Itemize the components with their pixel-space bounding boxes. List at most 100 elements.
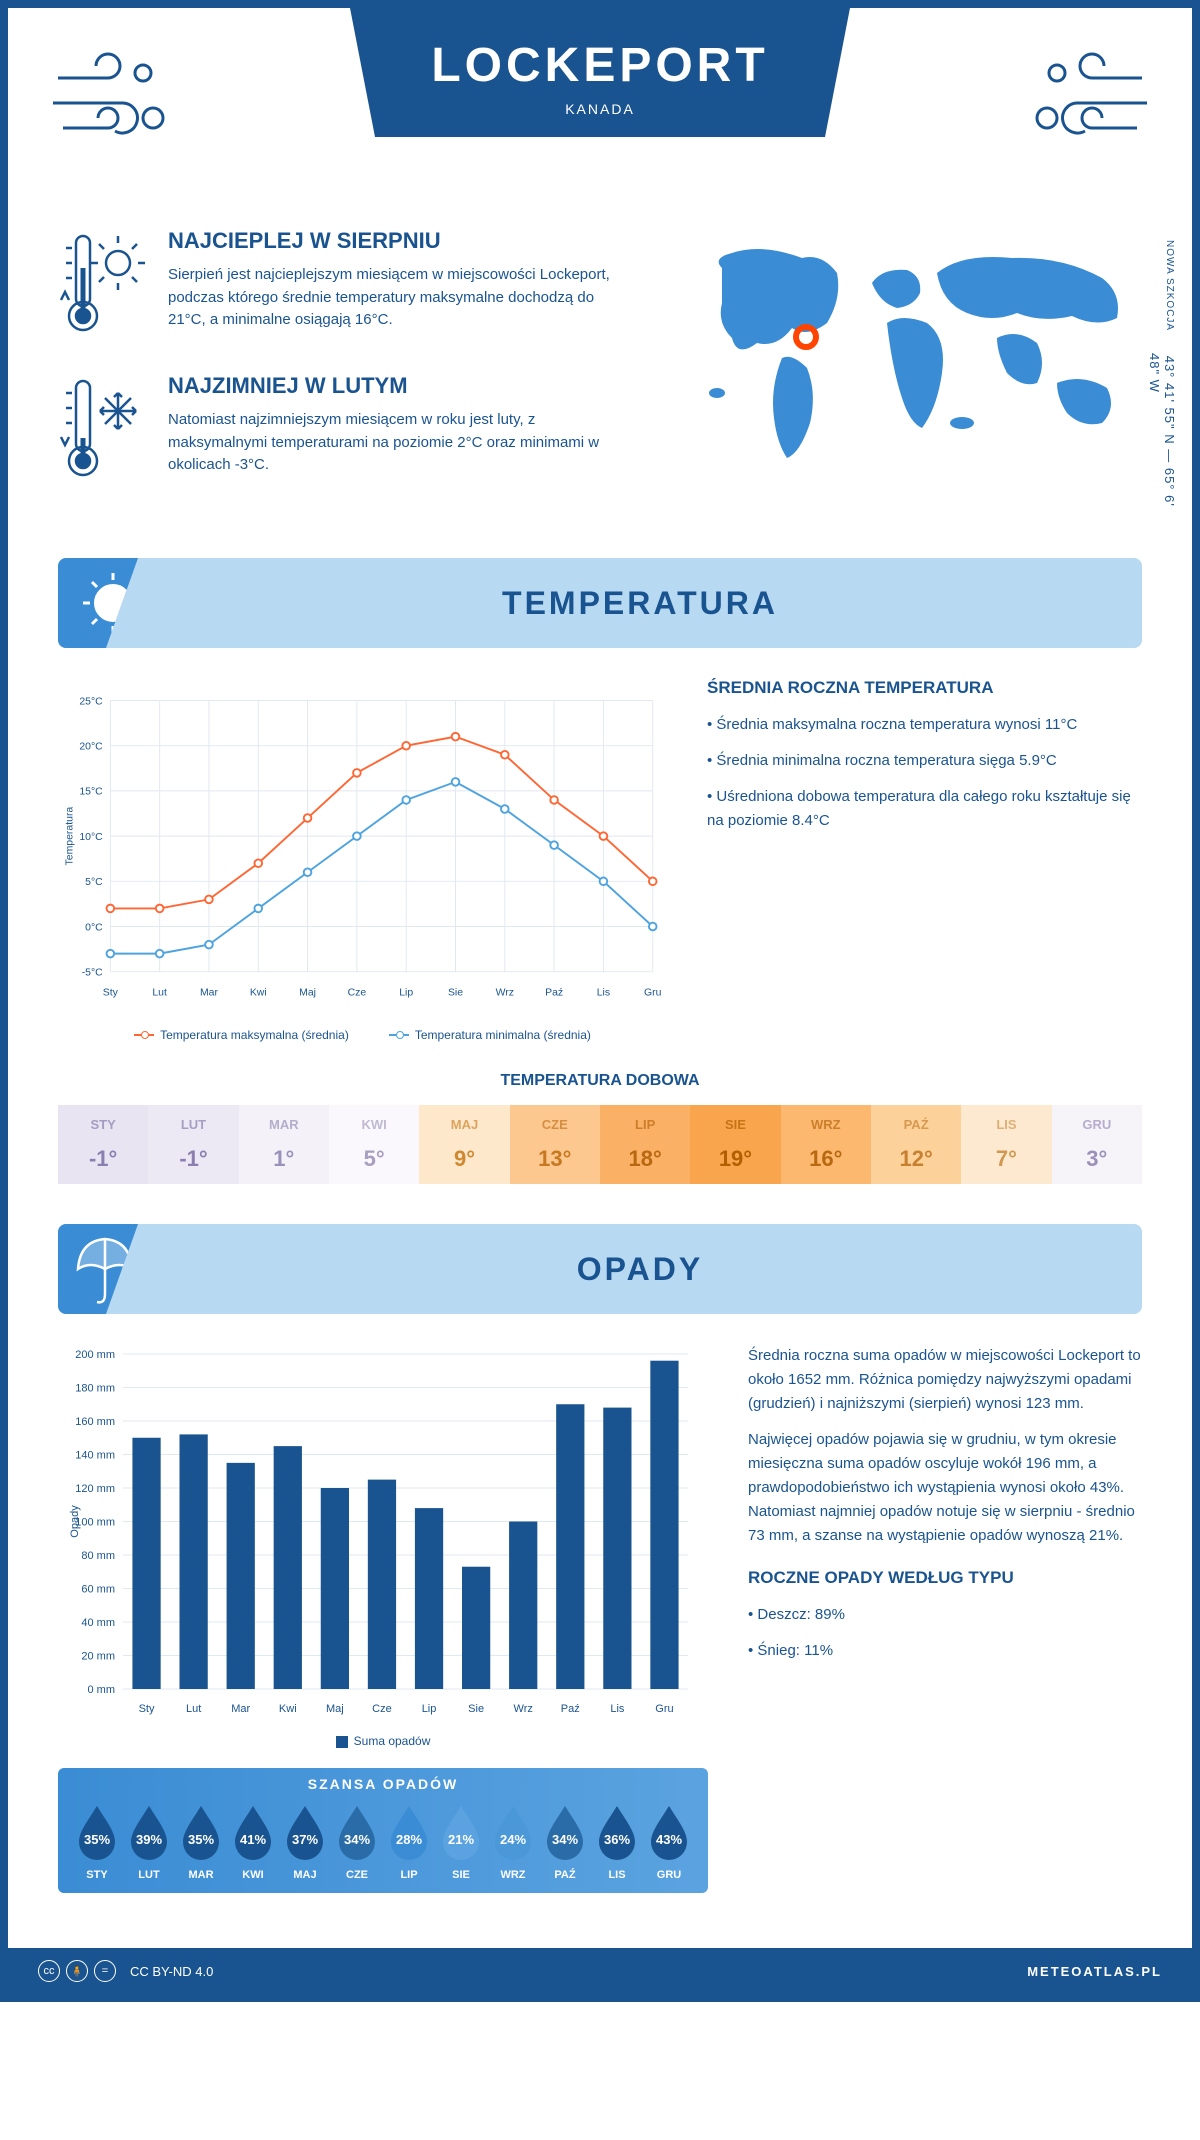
svg-text:Paź: Paź — [561, 1703, 580, 1715]
info-cold-title: NAJZIMNIEJ W LUTYM — [168, 373, 622, 399]
svg-text:Cze: Cze — [348, 987, 367, 998]
svg-text:0 mm: 0 mm — [88, 1684, 116, 1696]
svg-text:Gru: Gru — [644, 987, 662, 998]
svg-text:35%: 35% — [188, 1832, 214, 1847]
svg-text:120 mm: 120 mm — [75, 1483, 115, 1495]
svg-text:20 mm: 20 mm — [81, 1651, 115, 1663]
svg-text:Sty: Sty — [139, 1703, 155, 1715]
title-banner: LOCKEPORT KANADA — [350, 8, 850, 137]
svg-text:160 mm: 160 mm — [75, 1416, 115, 1428]
daily-temp-table: STY-1°LUT-1°MAR1°KWI5°MAJ9°CZE13°LIP18°S… — [58, 1105, 1142, 1184]
precip-heading: ROCZNE OPADY WEDŁUG TYPU — [748, 1568, 1142, 1588]
svg-text:Mar: Mar — [200, 987, 219, 998]
svg-text:Gru: Gru — [655, 1703, 673, 1715]
svg-text:Lis: Lis — [597, 987, 610, 998]
footer: cc 🧍 = CC BY-ND 4.0 METEOATLAS.PL — [8, 1948, 1192, 1994]
region-name: NOWA SZKOCJA — [1164, 240, 1175, 331]
info-row: NAJCIEPLEJ W SIERPNIU Sierpień jest najc… — [58, 228, 1142, 518]
nd-icon: = — [94, 1960, 116, 1982]
temp-cell: GRU3° — [1052, 1105, 1142, 1184]
license-text: CC BY-ND 4.0 — [130, 1964, 213, 1979]
svg-text:Temperatura: Temperatura — [64, 807, 75, 866]
precip-bullet: • Śnieg: 11% — [748, 1639, 1142, 1663]
svg-text:5°C: 5°C — [85, 877, 103, 888]
svg-text:-5°C: -5°C — [82, 968, 103, 979]
svg-text:Sie: Sie — [448, 987, 463, 998]
svg-text:36%: 36% — [604, 1832, 630, 1847]
world-map: NOWA SZKOCJA 43° 41' 55" N — 65° 6' 48" … — [662, 228, 1142, 518]
svg-text:200 mm: 200 mm — [75, 1349, 115, 1361]
temp-bullet: • Uśredniona dobowa temperatura dla całe… — [707, 785, 1142, 833]
temp-text-heading: ŚREDNIA ROCZNA TEMPERATURA — [707, 678, 1142, 698]
temp-cell: CZE13° — [510, 1105, 600, 1184]
section-header-temperature: TEMPERATURA — [58, 558, 1142, 648]
svg-text:39%: 39% — [136, 1832, 162, 1847]
temperature-line-chart: -5°C0°C5°C10°C15°C20°C25°CStyLutMarKwiMa… — [58, 678, 667, 1042]
wind-icon — [1022, 48, 1152, 158]
legend-max: Temperatura maksymalna (średnia) — [134, 1028, 349, 1042]
svg-text:Sie: Sie — [468, 1703, 484, 1715]
temp-bullet: • Średnia minimalna roczna temperatura s… — [707, 749, 1142, 773]
drop-item: 41% KWI — [229, 1802, 277, 1881]
cc-license: cc 🧍 = CC BY-ND 4.0 — [38, 1960, 213, 1982]
drop-item: 34% CZE — [333, 1802, 381, 1881]
svg-text:180 mm: 180 mm — [75, 1383, 115, 1395]
svg-text:37%: 37% — [292, 1832, 318, 1847]
drop-item: 37% MAJ — [281, 1802, 329, 1881]
svg-text:28%: 28% — [396, 1832, 422, 1847]
info-cold-text: Natomiast najzimniejszym miesiącem w rok… — [168, 409, 622, 477]
svg-text:Maj: Maj — [299, 987, 316, 998]
svg-text:Paź: Paź — [545, 987, 563, 998]
drop-item: 21% SIE — [437, 1802, 485, 1881]
svg-text:Wrz: Wrz — [514, 1703, 533, 1715]
svg-text:Lut: Lut — [152, 987, 167, 998]
svg-text:Lip: Lip — [399, 987, 413, 998]
header: LOCKEPORT KANADA — [8, 8, 1192, 228]
temp-cell: SIE19° — [690, 1105, 780, 1184]
temp-text-box: ŚREDNIA ROCZNA TEMPERATURA • Średnia mak… — [707, 678, 1142, 1042]
svg-text:24%: 24% — [500, 1832, 526, 1847]
svg-text:Mar: Mar — [231, 1703, 250, 1715]
bar-legend: Suma opadów — [58, 1734, 708, 1748]
temp-cell: MAJ9° — [419, 1105, 509, 1184]
svg-text:20°C: 20°C — [79, 742, 103, 753]
svg-text:10°C: 10°C — [79, 832, 103, 843]
thermometer-cold-icon — [58, 373, 148, 483]
temp-cell: LUT-1° — [148, 1105, 238, 1184]
svg-text:25°C: 25°C — [79, 696, 103, 707]
city-name: LOCKEPORT — [430, 38, 770, 93]
svg-text:40 mm: 40 mm — [81, 1617, 115, 1629]
svg-text:Lip: Lip — [422, 1703, 437, 1715]
chance-box: SZANSA OPADÓW 35% STY 39% LUT 35% MAR 41… — [58, 1768, 708, 1893]
country-name: KANADA — [430, 101, 770, 117]
site-name: METEOATLAS.PL — [1027, 1964, 1162, 1979]
svg-text:41%: 41% — [240, 1832, 266, 1847]
temp-cell: WRZ16° — [781, 1105, 871, 1184]
precip-bullet: • Deszcz: 89% — [748, 1603, 1142, 1627]
drop-item: 36% LIS — [593, 1802, 641, 1881]
section-header-precipitation: OPADY — [58, 1224, 1142, 1314]
daily-temp-heading: TEMPERATURA DOBOWA — [58, 1072, 1142, 1090]
info-coldest: NAJZIMNIEJ W LUTYM Natomiast najzimniejs… — [58, 373, 622, 488]
svg-text:140 mm: 140 mm — [75, 1450, 115, 1462]
svg-text:Opady: Opady — [69, 1505, 81, 1538]
svg-text:34%: 34% — [344, 1832, 370, 1847]
svg-text:Cze: Cze — [372, 1703, 392, 1715]
temp-cell: LIP18° — [600, 1105, 690, 1184]
drop-item: 43% GRU — [645, 1802, 693, 1881]
svg-text:60 mm: 60 mm — [81, 1584, 115, 1596]
svg-text:35%: 35% — [84, 1832, 110, 1847]
svg-text:80 mm: 80 mm — [81, 1550, 115, 1562]
svg-text:43%: 43% — [656, 1832, 682, 1847]
drop-item: 28% LIP — [385, 1802, 433, 1881]
section-title: OPADY — [138, 1251, 1142, 1288]
legend-min: Temperatura minimalna (średnia) — [389, 1028, 591, 1042]
section-title: TEMPERATURA — [138, 585, 1142, 622]
chance-title: SZANSA OPADÓW — [73, 1776, 693, 1792]
svg-text:34%: 34% — [552, 1832, 578, 1847]
precip-text-box: Średnia roczna suma opadów w miejscowośc… — [748, 1344, 1142, 1893]
precip-p2: Najwięcej opadów pojawia się w grudniu, … — [748, 1428, 1142, 1548]
info-hot-title: NAJCIEPLEJ W SIERPNIU — [168, 228, 622, 254]
thermometer-hot-icon — [58, 228, 148, 338]
temp-cell: LIS7° — [961, 1105, 1051, 1184]
